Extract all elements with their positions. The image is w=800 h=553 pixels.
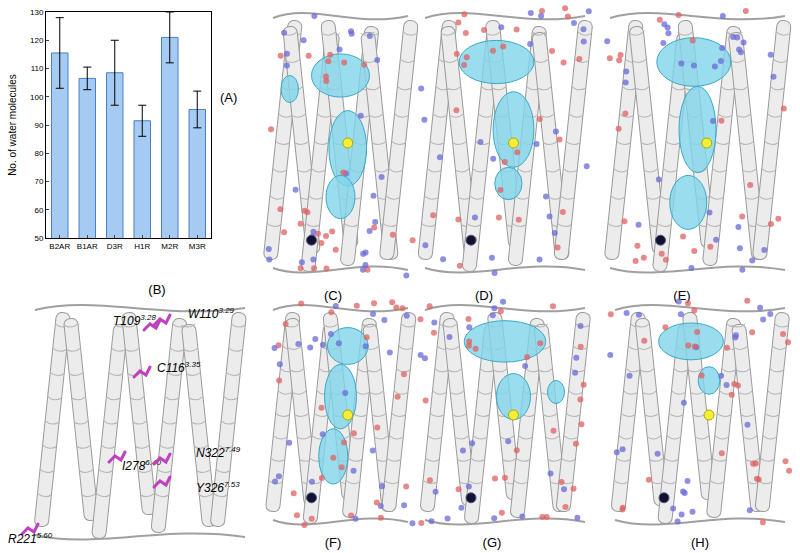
svg-text:R2215.60: R2215.60 xyxy=(8,531,53,546)
svg-text:C1163.35: C1163.35 xyxy=(157,360,201,375)
svg-text:(F): (F) xyxy=(325,535,342,550)
svg-text:(E): (E) xyxy=(673,288,691,303)
svg-text:M3R: M3R xyxy=(189,242,206,251)
svg-text:(C): (C) xyxy=(324,288,342,303)
svg-text:(G): (G) xyxy=(483,535,502,550)
svg-text:(A): (A) xyxy=(220,90,237,105)
svg-text:T1093.28: T1093.28 xyxy=(113,313,156,328)
svg-text:110: 110 xyxy=(31,64,44,73)
svg-text:80: 80 xyxy=(34,149,43,158)
svg-text:B1AR: B1AR xyxy=(77,242,98,251)
svg-text:(D): (D) xyxy=(475,288,493,303)
svg-text:B2AR: B2AR xyxy=(49,242,70,251)
svg-text:120: 120 xyxy=(30,36,44,45)
svg-text:130: 130 xyxy=(30,8,44,17)
svg-text:Y3267.53: Y3267.53 xyxy=(196,480,240,495)
svg-text:90: 90 xyxy=(34,121,43,130)
svg-text:No. of water molecules: No. of water molecules xyxy=(7,74,18,176)
svg-text:I2786.40: I2786.40 xyxy=(122,458,161,473)
svg-text:(B): (B) xyxy=(148,282,165,297)
svg-text:H1R: H1R xyxy=(134,242,150,251)
svg-text:70: 70 xyxy=(34,177,43,186)
svg-text:100: 100 xyxy=(30,93,44,102)
svg-text:M2R: M2R xyxy=(161,242,178,251)
svg-text:D3R: D3R xyxy=(107,242,123,251)
svg-text:50: 50 xyxy=(34,234,43,243)
svg-text:(H): (H) xyxy=(691,535,709,550)
svg-text:N3227.49: N3227.49 xyxy=(196,445,241,460)
svg-text:60: 60 xyxy=(34,206,43,215)
svg-text:W1103.29: W1103.29 xyxy=(188,306,235,321)
